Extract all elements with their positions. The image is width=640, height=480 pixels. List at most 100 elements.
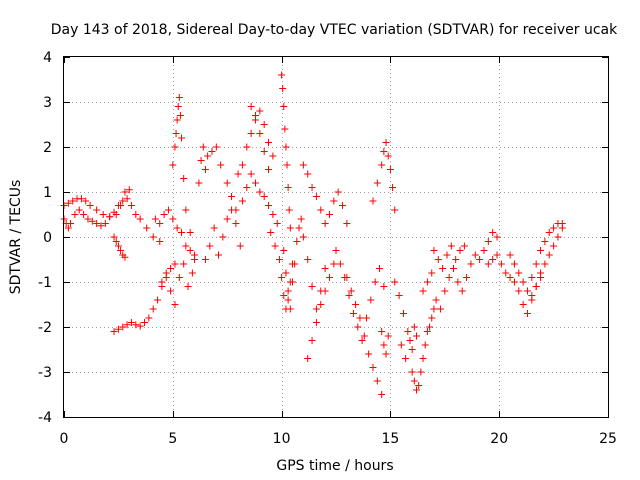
data-point [136,215,144,223]
data-point [80,211,88,218]
data-point [174,103,182,110]
data-point [247,103,255,110]
data-point [110,328,118,335]
data-point [219,233,227,241]
data-point [119,197,127,205]
data-point [167,265,175,272]
data-point [93,206,101,214]
data-point [506,274,514,281]
data-point [178,134,186,142]
data-point [345,292,353,299]
data-point [178,229,186,236]
data-point [149,305,157,313]
data-point [182,206,190,214]
data-point [156,238,164,245]
data-point [228,193,236,200]
data-point [293,238,301,245]
data-point [75,206,83,214]
data-point [141,319,149,326]
data-point [304,355,312,362]
data-point [136,322,144,330]
data-point [256,107,264,115]
data-point [550,224,558,232]
data-point [232,220,240,227]
data-point [197,157,205,164]
x-tick-label: 10 [273,431,291,447]
data-point [260,148,268,155]
data-point [413,332,421,340]
data-point [321,265,329,272]
data-point [188,269,196,277]
y-tick-label: -4 [38,410,52,426]
data-point [399,310,407,317]
data-point [356,314,364,322]
data-point [217,161,225,169]
plot-frame [63,56,609,418]
data-point [369,364,377,371]
data-point [286,305,294,313]
data-point [452,256,460,263]
data-point [426,323,434,331]
data-point [423,278,431,286]
data-point [362,314,370,322]
data-point [265,139,273,146]
x-tick-label: 5 [168,431,177,447]
grid-lines [64,57,608,417]
data-point [493,251,501,259]
data-point [419,287,427,295]
data-point [64,199,72,207]
data-point [378,328,386,335]
data-point [204,152,212,160]
data-point [497,260,505,268]
data-point [336,260,344,268]
data-point [423,328,431,335]
x-tick-label: 0 [60,431,69,447]
data-point [550,242,558,250]
data-point [149,233,157,241]
data-point [330,197,338,205]
y-tick-label: 4 [43,50,52,66]
data-point [321,287,329,295]
data-point [199,143,207,151]
data-point [380,148,388,155]
data-point [214,251,222,259]
data-point [369,197,377,205]
data-point [454,278,462,286]
data-point [410,377,418,385]
data-point [339,202,347,209]
data-point [256,130,264,137]
data-point [439,265,447,272]
data-point [125,186,133,194]
data-point [317,206,325,214]
data-point [430,247,438,254]
data-point [297,215,305,223]
data-point [234,170,242,178]
data-point [312,193,320,200]
data-point [528,274,536,281]
data-point [386,166,394,173]
data-point [510,278,518,286]
data-point [169,215,177,223]
data-point [201,166,209,173]
y-tick-label: 0 [43,230,52,246]
data-point [158,278,166,286]
data-point [269,211,277,218]
axis-ticks: 0 5 10 15 20 25 -4 -3 -2 -1 0 1 2 3 4 [38,50,617,447]
y-tick-label: -3 [38,365,52,381]
data-point [97,222,105,230]
data-point [434,256,442,263]
data-point [321,220,329,227]
data-point [408,368,416,376]
data-point [284,287,292,295]
data-point [114,325,122,333]
data-point [238,197,246,205]
data-point [408,346,416,353]
data-point [406,337,414,344]
data-point [330,260,338,268]
data-point [447,242,455,250]
x-tick-label: 25 [599,431,617,447]
data-point [463,274,471,281]
data-point [432,296,440,304]
data-point [243,143,251,151]
